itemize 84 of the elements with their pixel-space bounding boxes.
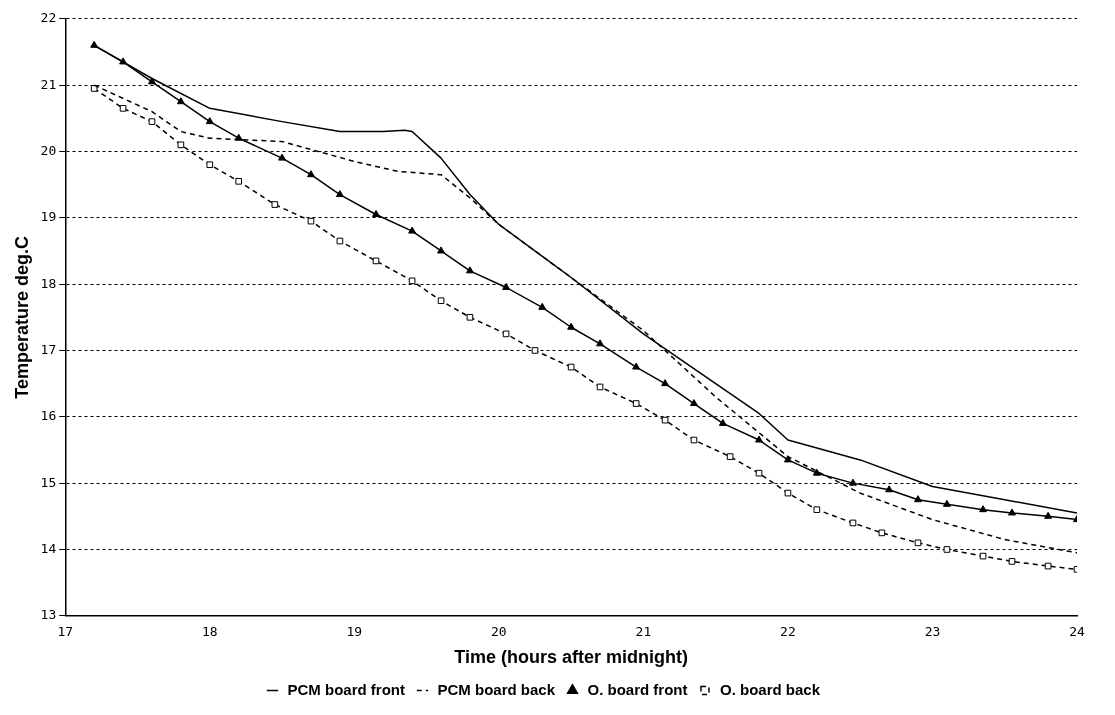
point [1008, 508, 1016, 516]
point [307, 217, 315, 225]
point [372, 209, 380, 217]
legend-label: O. board front [587, 680, 688, 698]
y-tick-label: 19 [40, 209, 57, 225]
point [119, 105, 127, 112]
point [176, 97, 185, 105]
point [813, 506, 821, 513]
point [914, 495, 922, 503]
point [1044, 511, 1053, 519]
x-tick-label: 18 [201, 623, 218, 639]
point [849, 519, 857, 527]
point [567, 322, 576, 330]
point [437, 246, 446, 254]
y-tick-label: 21 [40, 76, 57, 92]
x-tick-label: 23 [924, 623, 941, 639]
point [567, 363, 575, 371]
point [234, 133, 243, 141]
point [336, 237, 344, 245]
point [408, 277, 416, 285]
legend-label: PCM board back [437, 680, 556, 698]
x-tick-label: 21 [635, 623, 652, 639]
point [726, 453, 734, 460]
x-tick-label: 17 [57, 623, 74, 639]
x-tick-label: 24 [1069, 623, 1085, 639]
point [119, 57, 128, 65]
x-axis-title: Time (hours after midnight) [454, 647, 688, 668]
point [1008, 558, 1016, 565]
point [812, 468, 821, 476]
point [465, 266, 474, 274]
point [661, 416, 669, 424]
point [942, 499, 951, 507]
point [278, 153, 287, 161]
point [502, 282, 511, 290]
y-tick-label: 13 [40, 607, 57, 623]
legend-label: PCM board front [287, 680, 405, 698]
point [177, 141, 185, 149]
point [596, 339, 604, 347]
point [943, 546, 951, 553]
point [335, 190, 344, 198]
point [437, 297, 445, 305]
point [690, 399, 698, 407]
point [849, 478, 857, 486]
point [408, 226, 417, 234]
point [596, 383, 604, 391]
point [271, 201, 279, 208]
point [372, 257, 380, 265]
point [979, 552, 987, 560]
point [783, 455, 792, 463]
point [502, 330, 510, 338]
y-tick-label: 15 [40, 474, 57, 490]
point [661, 379, 670, 387]
point [885, 485, 894, 493]
point [718, 418, 727, 426]
point [632, 400, 640, 407]
y-tick-label: 20 [40, 142, 57, 158]
y-axis-title: Temperature deg.C [11, 235, 32, 399]
y-tick-label: 22 [40, 10, 57, 26]
point [1044, 562, 1052, 570]
point [148, 77, 156, 85]
point [755, 435, 763, 443]
y-tick-label: 18 [40, 275, 57, 291]
point [531, 347, 539, 354]
x-tick-label: 19 [346, 623, 363, 639]
y-tick-label: 17 [40, 341, 57, 357]
x-tick-label: 20 [491, 623, 507, 639]
point [205, 117, 214, 125]
legend-label: O. board back [719, 680, 821, 698]
point [466, 313, 474, 321]
point [148, 118, 156, 125]
point [90, 85, 98, 92]
point [307, 170, 315, 178]
y-tick-label: 14 [40, 540, 57, 556]
y-tick-label: 16 [40, 408, 57, 424]
point [206, 161, 214, 169]
point [878, 529, 886, 537]
point [755, 469, 763, 477]
point [538, 302, 547, 310]
point [235, 177, 243, 185]
point [979, 505, 988, 513]
point [784, 489, 792, 497]
x-tick-label: 22 [780, 623, 796, 639]
point [914, 539, 922, 547]
point [632, 362, 641, 370]
